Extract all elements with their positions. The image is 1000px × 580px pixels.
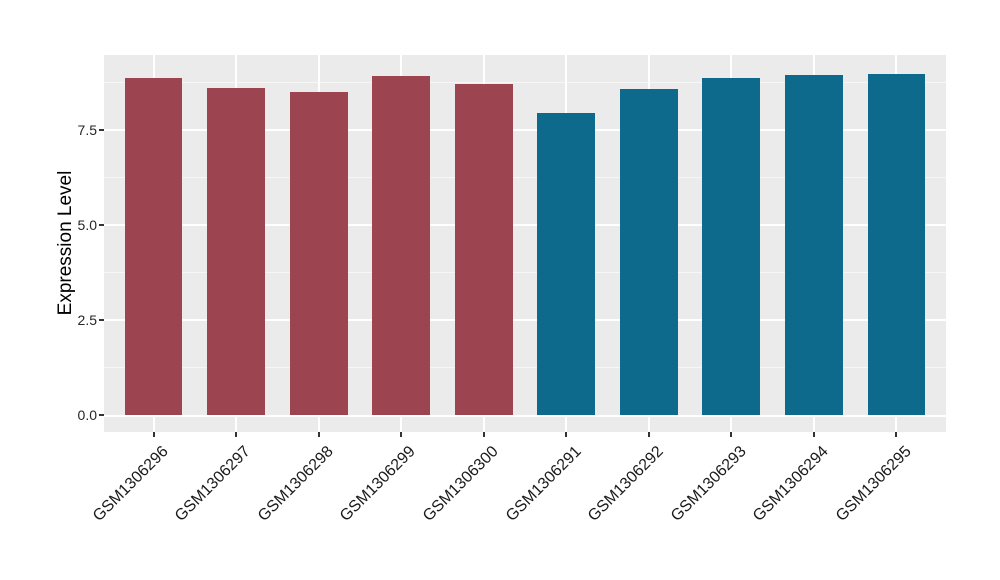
major-gridline-horizontal [104, 319, 946, 321]
y-tick-label: 2.5 [77, 312, 97, 328]
bar-GSM1306298 [289, 91, 348, 415]
bar-GSM1306299 [372, 75, 431, 415]
bar-GSM1306291 [537, 113, 596, 415]
x-tick-label: GSM1306298 [254, 443, 337, 525]
minor-gridline-horizontal [104, 82, 946, 83]
x-tick-mark [400, 432, 403, 437]
minor-gridline-horizontal [104, 177, 946, 178]
bar-GSM1306292 [619, 89, 678, 415]
major-gridline-horizontal [104, 129, 946, 131]
x-tick-mark [730, 432, 733, 437]
x-tick-label: GSM1306291 [502, 443, 585, 525]
x-tick-label: GSM1306300 [419, 443, 502, 525]
x-tick-label: GSM1306295 [832, 443, 915, 525]
minor-gridline-horizontal [104, 367, 946, 368]
y-tick-label: 0.0 [77, 407, 97, 423]
x-tick-label: GSM1306299 [337, 443, 420, 525]
y-tick-label: 7.5 [77, 122, 97, 138]
minor-gridline-horizontal [104, 272, 946, 273]
x-tick-mark [152, 432, 155, 437]
x-tick-mark [317, 432, 320, 437]
y-tick-mark [99, 224, 104, 226]
major-gridline-horizontal [104, 224, 946, 226]
x-tick-mark [647, 432, 650, 437]
bar-GSM1306293 [702, 78, 761, 415]
x-tick-mark [235, 432, 238, 437]
bar-GSM1306294 [785, 74, 843, 415]
x-tick-mark [482, 432, 485, 437]
x-tick-label: GSM1306297 [172, 443, 255, 525]
x-tick-mark [565, 432, 568, 437]
major-gridline-horizontal [104, 415, 946, 417]
bar-GSM1306295 [867, 74, 926, 415]
bar-GSM1306300 [454, 83, 513, 415]
y-tick-label: 5.0 [77, 217, 97, 233]
y-tick-mark [99, 129, 104, 131]
plot-panel [104, 55, 946, 432]
x-tick-label: GSM1306292 [585, 443, 667, 525]
y-axis-title: Expression Level [55, 170, 76, 316]
y-tick-mark [99, 319, 104, 321]
bar-GSM1306296 [124, 77, 183, 415]
x-tick-label: GSM1306293 [667, 443, 750, 525]
x-tick-label: GSM1306294 [750, 443, 832, 525]
y-tick-mark [99, 414, 104, 416]
x-tick-mark [895, 432, 898, 437]
x-tick-mark [812, 432, 815, 437]
x-tick-label: GSM1306296 [89, 443, 172, 525]
bar-GSM1306297 [207, 88, 265, 415]
